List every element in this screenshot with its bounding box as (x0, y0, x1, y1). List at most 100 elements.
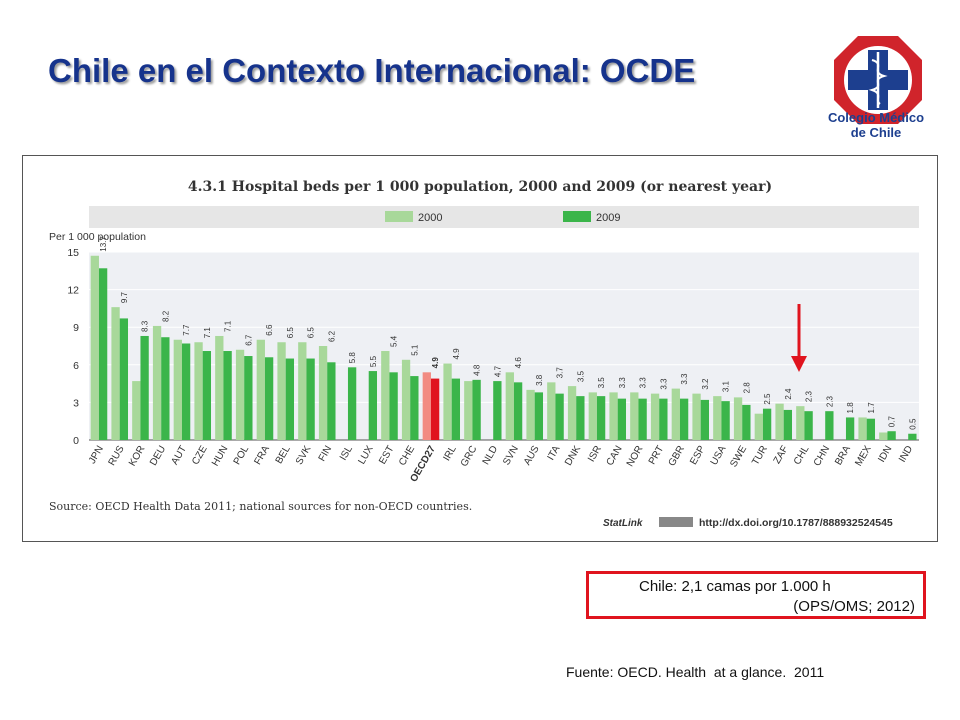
legend-label-2000: 2000 (418, 212, 442, 224)
bar-2000 (111, 307, 120, 440)
data-label: 4.7 (493, 365, 502, 377)
x-tick-label: KOR (127, 444, 147, 468)
x-tick-label: MEX (853, 444, 874, 469)
bar-2009 (804, 411, 813, 440)
data-label: 5.1 (410, 344, 419, 356)
bar-2000 (173, 339, 182, 440)
data-label: 9.7 (120, 291, 129, 303)
x-tick-label: CHN (812, 444, 832, 468)
x-tick-label: SWE (728, 444, 749, 470)
bar-2000 (754, 413, 763, 440)
x-tick-label: ZAF (772, 444, 791, 466)
data-label: 0.5 (908, 418, 917, 430)
x-tick-label: RUS (107, 444, 127, 468)
y-tick-label: 9 (73, 322, 79, 334)
colegio-medico-logo (834, 36, 922, 124)
bar-2009 (887, 431, 896, 440)
x-tick-label: ITA (546, 444, 563, 463)
x-tick-label: POL (232, 444, 252, 467)
bar-2000 (256, 339, 265, 440)
x-tick-label: CZE (190, 444, 210, 467)
legend-band (89, 206, 919, 228)
bar-2009 (638, 398, 647, 440)
bar-2000 (858, 417, 867, 440)
statlink-logo-icon (659, 517, 693, 527)
bar-2000 (443, 363, 452, 440)
data-label: 6.7 (244, 334, 253, 346)
bar-2009 (555, 393, 564, 440)
data-label: 8.2 (161, 310, 170, 322)
bar-2000 (215, 335, 224, 440)
bar-2000 (609, 392, 618, 440)
bar-2000 (692, 393, 701, 440)
bar-2009 (264, 357, 274, 440)
bar-2000 (318, 346, 328, 440)
x-tick-label: AUS (522, 444, 542, 468)
data-label: 6.5 (307, 327, 316, 339)
data-label: 13.7 (99, 236, 108, 252)
bar-2000 (505, 372, 514, 440)
x-tick-label: SVN (501, 444, 521, 467)
x-tick-label: LUX (356, 444, 375, 467)
bar-2000 (422, 372, 431, 440)
bar-2009 (617, 398, 627, 440)
data-label: 8.3 (141, 320, 150, 332)
bar-2000 (671, 388, 680, 440)
data-label: 2.3 (825, 396, 834, 408)
bar-2000 (277, 342, 286, 440)
x-tick-label: FIN (317, 444, 335, 463)
bar-2000 (547, 382, 556, 440)
x-tick-label: NLD (481, 444, 501, 467)
logo-caption-line1: Colegio Médico (827, 110, 925, 125)
bar-2000 (464, 381, 473, 440)
data-label: 1.8 (846, 402, 855, 414)
x-tick-label: SVK (294, 444, 314, 467)
data-label: 1.7 (867, 402, 876, 414)
bar-2009 (825, 411, 834, 440)
bar-2000 (90, 255, 99, 440)
chart-figure: 4.3.1 Hospital beds per 1 000 population… (22, 155, 938, 542)
bar-2009 (327, 362, 336, 440)
x-tick-label: ISR (586, 444, 604, 464)
x-tick-label: CHE (397, 444, 417, 468)
bar-2009 (679, 398, 689, 440)
bar-2009 (451, 378, 461, 440)
bar-2009 (908, 433, 917, 440)
slide-title: Chile en el Contexto Internacional: OCDE (48, 52, 696, 89)
legend-swatch-2000 (385, 211, 413, 222)
data-label: 3.3 (680, 373, 689, 385)
bar-2009 (410, 376, 419, 440)
legend-swatch-2009 (563, 211, 591, 222)
x-tick-label: IDN (876, 444, 894, 464)
x-tick-label: DNK (563, 444, 583, 468)
bar-2000 (733, 397, 743, 440)
bar-2000 (401, 359, 411, 440)
bar-2000 (567, 386, 577, 440)
bar-2009 (472, 379, 481, 440)
source-footer: Fuente: OECD. Health at a glance. 2011 (566, 664, 825, 680)
data-label: 3.1 (722, 380, 731, 392)
bar-2009 (368, 371, 378, 440)
y-tick-label: 0 (73, 435, 79, 447)
data-label: 4.8 (473, 364, 482, 376)
bar-2000 (235, 349, 245, 440)
bar-2000 (132, 381, 141, 440)
data-label: 7.1 (203, 327, 212, 339)
hospital-beds-chart: 4.3.1 Hospital beds per 1 000 population… (49, 179, 919, 529)
bar-2009 (202, 351, 212, 440)
x-tick-label: ISL (338, 444, 355, 463)
bar-2009 (700, 399, 710, 440)
y-tick-label: 15 (67, 247, 79, 259)
bar-2009 (576, 396, 585, 440)
chile-note-line1: Chile: 2,1 camas por 1.000 h (639, 578, 831, 595)
data-label: 3.7 (556, 367, 565, 379)
x-tick-label: IRL (441, 444, 459, 463)
data-label: 6.2 (327, 330, 336, 342)
x-tick-label: CHL (792, 444, 812, 467)
x-tick-label: IND (897, 444, 915, 464)
x-tick-label: BRA (833, 444, 853, 468)
x-tick-label: HUN (210, 444, 230, 468)
x-tick-label: AUT (169, 444, 189, 467)
bar-2000 (713, 396, 722, 440)
bar-2009 (534, 392, 544, 440)
